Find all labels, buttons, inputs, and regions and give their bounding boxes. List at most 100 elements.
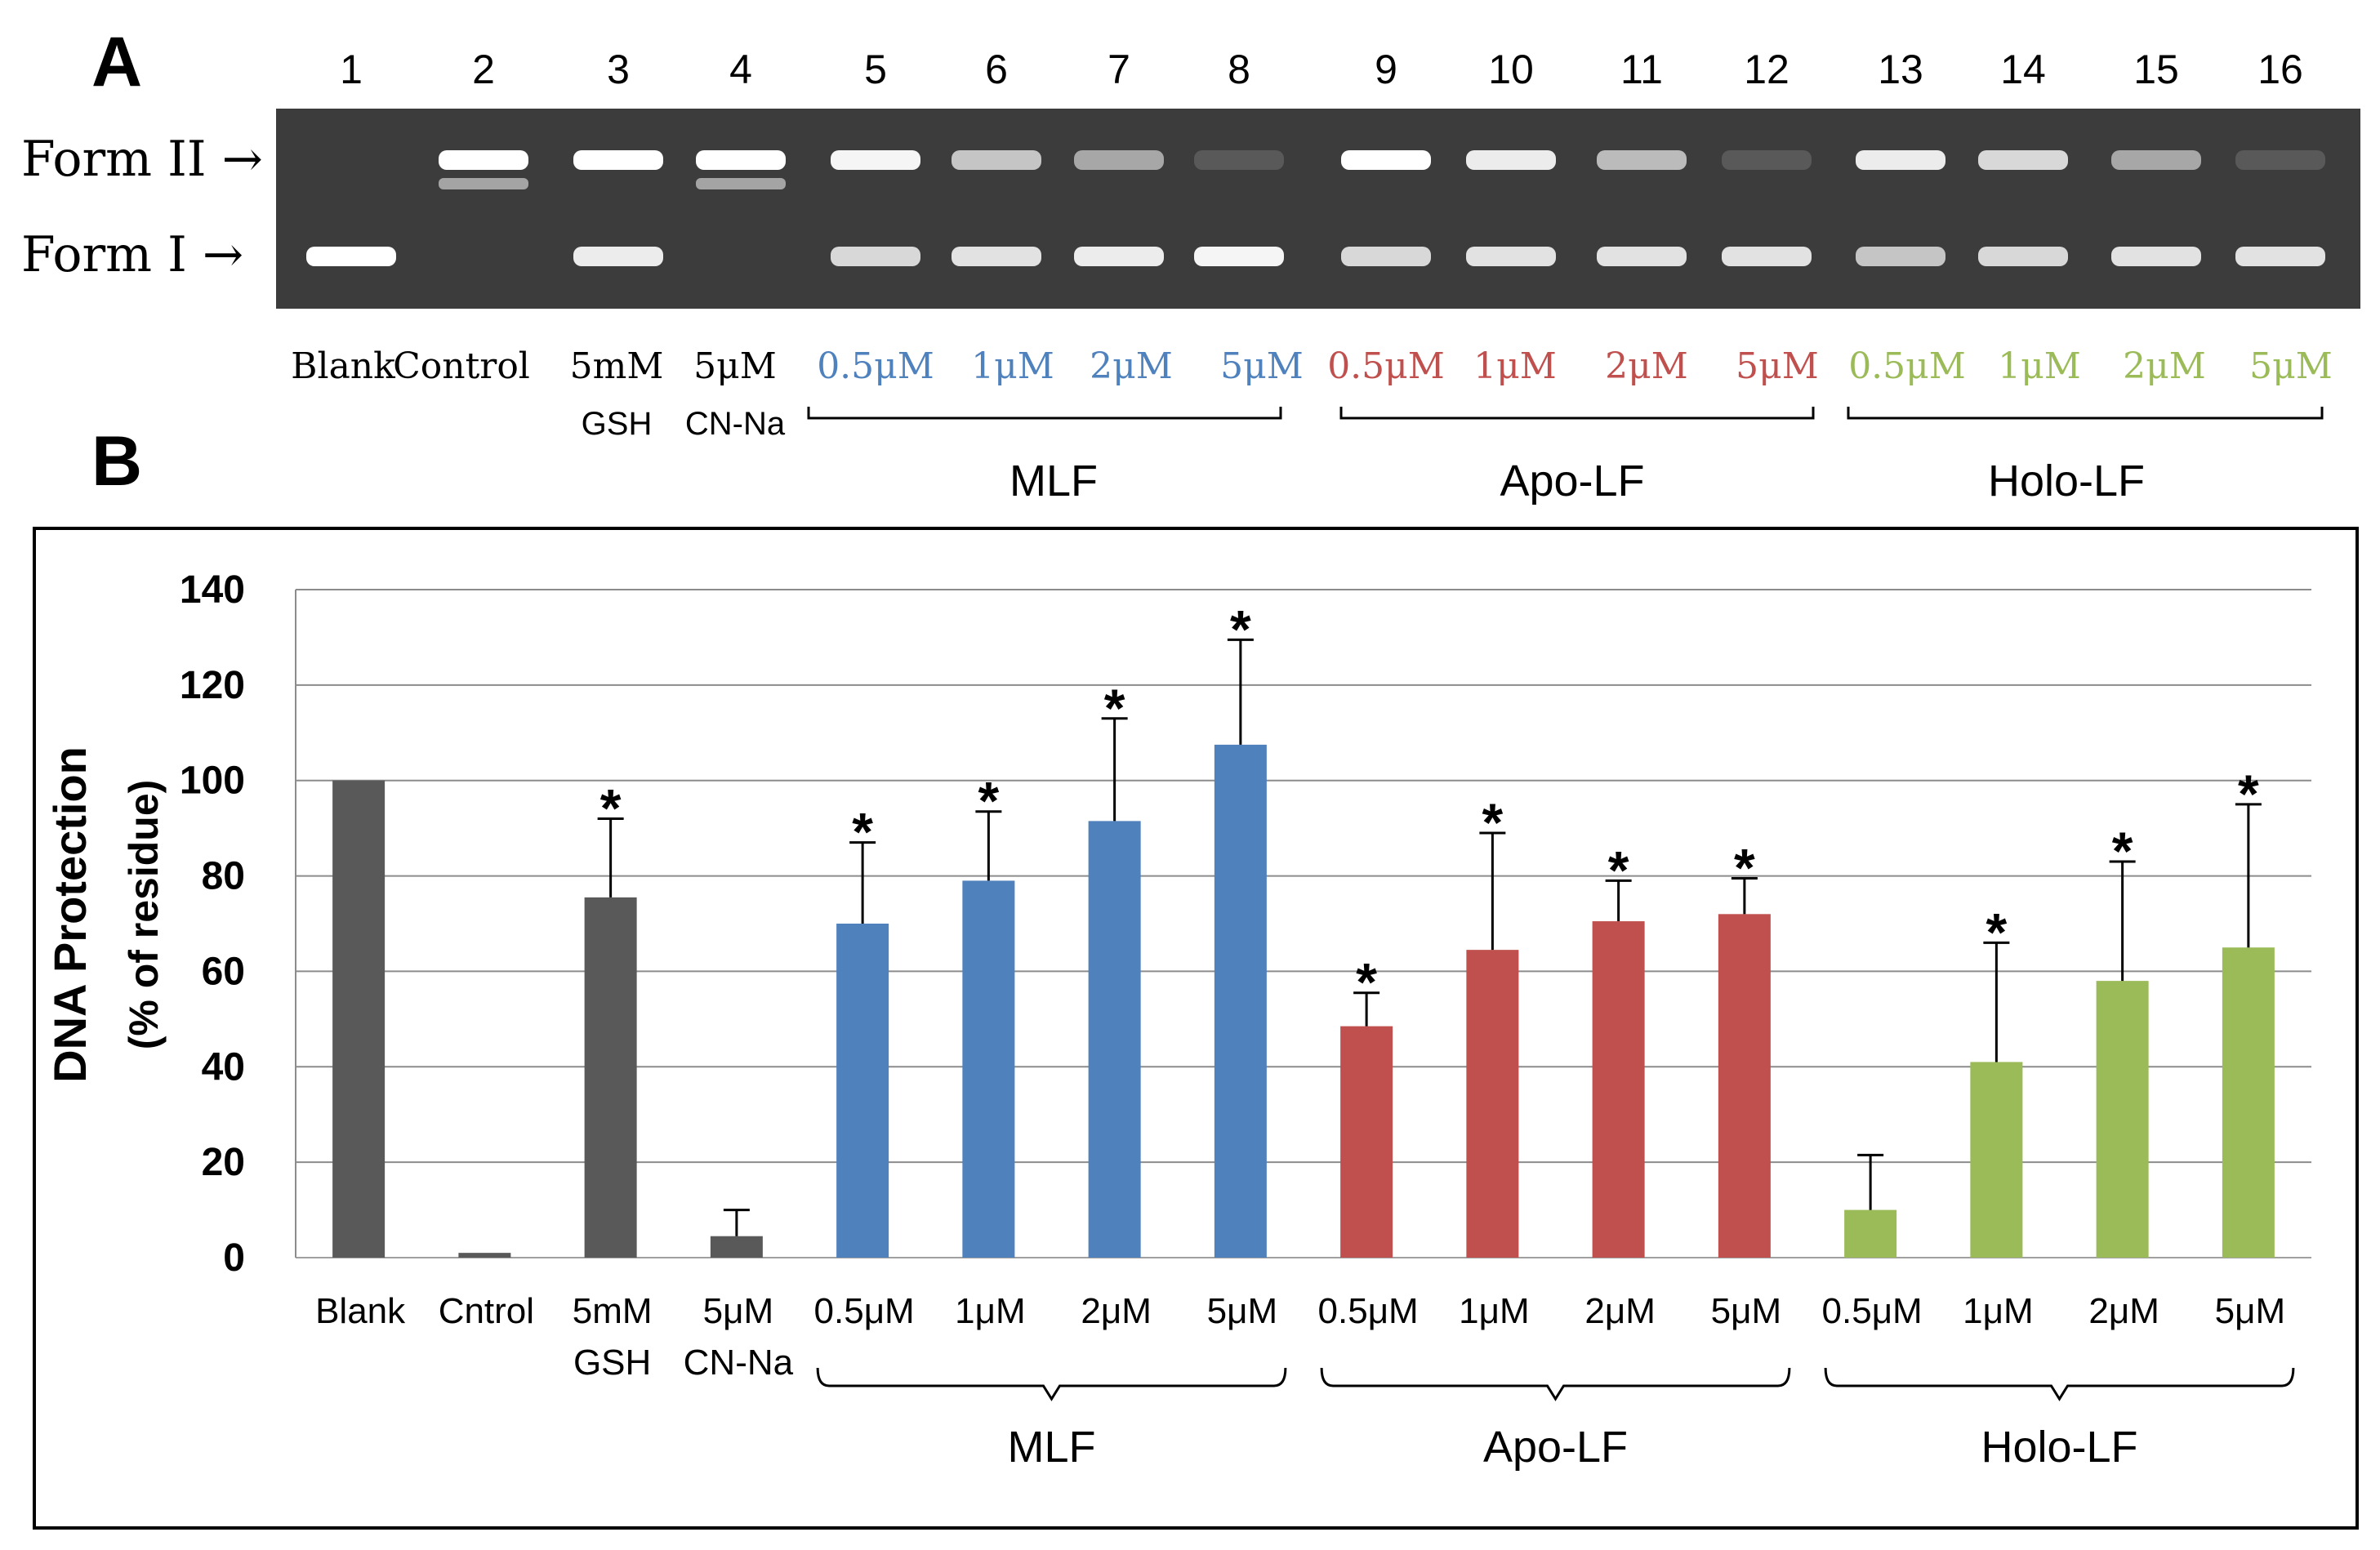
lane-number: 2 xyxy=(472,47,495,92)
significance-star: * xyxy=(1104,678,1125,738)
bar xyxy=(1340,1026,1393,1258)
y-axis-sublabel: (% of residue) xyxy=(121,780,167,1050)
significance-star: * xyxy=(1986,902,2008,962)
lane-label: 5mM xyxy=(570,345,664,387)
group-label: MLF xyxy=(1009,457,1098,506)
bar xyxy=(1214,744,1267,1258)
x-category-label: 5μM xyxy=(2215,1291,2285,1331)
bar xyxy=(1592,921,1645,1258)
lane-label: 0.5μM xyxy=(1327,345,1445,387)
x-category-sublabel: CN-Na xyxy=(684,1343,794,1383)
x-category-sublabel: GSH xyxy=(573,1343,651,1383)
bar xyxy=(332,780,386,1258)
form-i-band xyxy=(1194,247,1284,266)
lane-number: 1 xyxy=(340,47,363,92)
x-category-label: 5μM xyxy=(703,1291,773,1331)
bar xyxy=(1466,950,1519,1258)
form-ii-band xyxy=(1341,150,1431,170)
form-ii-band xyxy=(1597,150,1687,170)
significance-star: * xyxy=(1356,952,1377,1013)
bar xyxy=(1844,1209,1897,1258)
lane-number: 8 xyxy=(1228,47,1250,92)
significance-star: * xyxy=(600,777,622,838)
bar xyxy=(2096,981,2149,1258)
lane-label: Blank xyxy=(291,345,395,387)
x-category-label: 0.5μM xyxy=(1318,1291,1419,1331)
chart-frame xyxy=(33,527,2359,1530)
significance-star: * xyxy=(852,802,873,862)
form-ii-label: Form II → xyxy=(21,131,263,188)
form-ii-band xyxy=(439,150,528,170)
form-i-band xyxy=(306,247,396,266)
lane-number: 6 xyxy=(985,47,1008,92)
significance-star: * xyxy=(2238,764,2259,824)
significance-star: * xyxy=(1482,792,1504,853)
x-category-label: 5μM xyxy=(1711,1291,1781,1331)
significance-star: * xyxy=(1230,599,1251,659)
form-ii-band xyxy=(2235,150,2325,170)
group-bracket xyxy=(1847,407,2324,420)
form-ii-band xyxy=(573,150,663,170)
lane-number: 5 xyxy=(864,47,887,92)
lane-label: 5μM xyxy=(2249,345,2333,387)
x-category-label: 2μM xyxy=(2088,1291,2159,1331)
lane-number: 4 xyxy=(729,47,752,92)
lane-sublabel: GSH xyxy=(582,406,653,442)
x-category-label: 2μM xyxy=(1584,1291,1655,1331)
lane-number: 7 xyxy=(1108,47,1130,92)
x-axis-categories: Blank Cntrol 5mM GSH 5μM CN-Na 0.5μM 1μM 2μM 5μM 0… xyxy=(315,1291,2285,1383)
bar xyxy=(458,1253,511,1258)
form-i-band xyxy=(1978,247,2068,266)
lane-label: 0.5μM xyxy=(817,345,934,387)
y-tick-label: 120 xyxy=(180,664,245,707)
significance-star: * xyxy=(2112,821,2133,881)
x-category-label: 0.5μM xyxy=(814,1291,915,1331)
form-i-band xyxy=(1597,247,1687,266)
lane-label: 1μM xyxy=(1473,345,1557,387)
form-i-band xyxy=(952,247,1041,266)
y-tick-label: 40 xyxy=(202,1045,245,1089)
lane-number: 15 xyxy=(2133,47,2179,92)
form-i-band xyxy=(831,247,920,266)
gel-group-brackets: MLF Apo-LF Holo-LF xyxy=(807,407,2324,506)
form-ii-band xyxy=(1194,150,1284,170)
group-brace xyxy=(1824,1367,2295,1401)
x-category-label: 1μM xyxy=(955,1291,1025,1331)
y-axis-ticks: 0 20 40 60 80 100 120 140 xyxy=(180,568,245,1280)
form-i-label: Form I → xyxy=(21,226,243,283)
lane-number: 9 xyxy=(1375,47,1397,92)
y-tick-label: 140 xyxy=(180,568,245,612)
x-category-label: Cntrol xyxy=(439,1291,534,1331)
x-category-label: 5mM xyxy=(573,1291,653,1331)
form-i-band xyxy=(1466,247,1556,266)
group-label: Apo-LF xyxy=(1483,1423,1628,1472)
form-ii-band xyxy=(2111,150,2201,170)
lane-label: 1μM xyxy=(971,345,1054,387)
form-i-band xyxy=(573,247,663,266)
group-bracket xyxy=(807,407,1282,420)
lane-label: 5μM xyxy=(1736,345,1819,387)
form-i-band xyxy=(1856,247,1945,266)
lane-number: 14 xyxy=(2000,47,2046,92)
y-tick-label: 100 xyxy=(180,759,245,803)
group-brace xyxy=(816,1367,1287,1401)
lane-number: 11 xyxy=(1620,47,1663,92)
form-i-band xyxy=(1074,247,1164,266)
form-ii-band xyxy=(952,150,1041,170)
group-label: MLF xyxy=(1008,1423,1096,1472)
error-bars xyxy=(597,638,2262,1236)
y-tick-label: 0 xyxy=(223,1236,245,1280)
lane-number: 10 xyxy=(1488,47,1534,92)
form-ii-band xyxy=(1978,150,2068,170)
x-category-label: 1μM xyxy=(1963,1291,2033,1331)
x-category-label: 1μM xyxy=(1459,1291,1529,1331)
significance-star: * xyxy=(978,771,1000,831)
lane-numbers: 1 2 3 4 5 6 7 8 9 10 11 12 13 14 15 16 xyxy=(340,47,2303,92)
lane-label: 2μM xyxy=(1090,345,1173,387)
chart-group-brackets: MLF Apo-LF Holo-LF xyxy=(816,1367,2295,1472)
form-ii-band xyxy=(1466,150,1556,170)
form-i-band xyxy=(2235,247,2325,266)
